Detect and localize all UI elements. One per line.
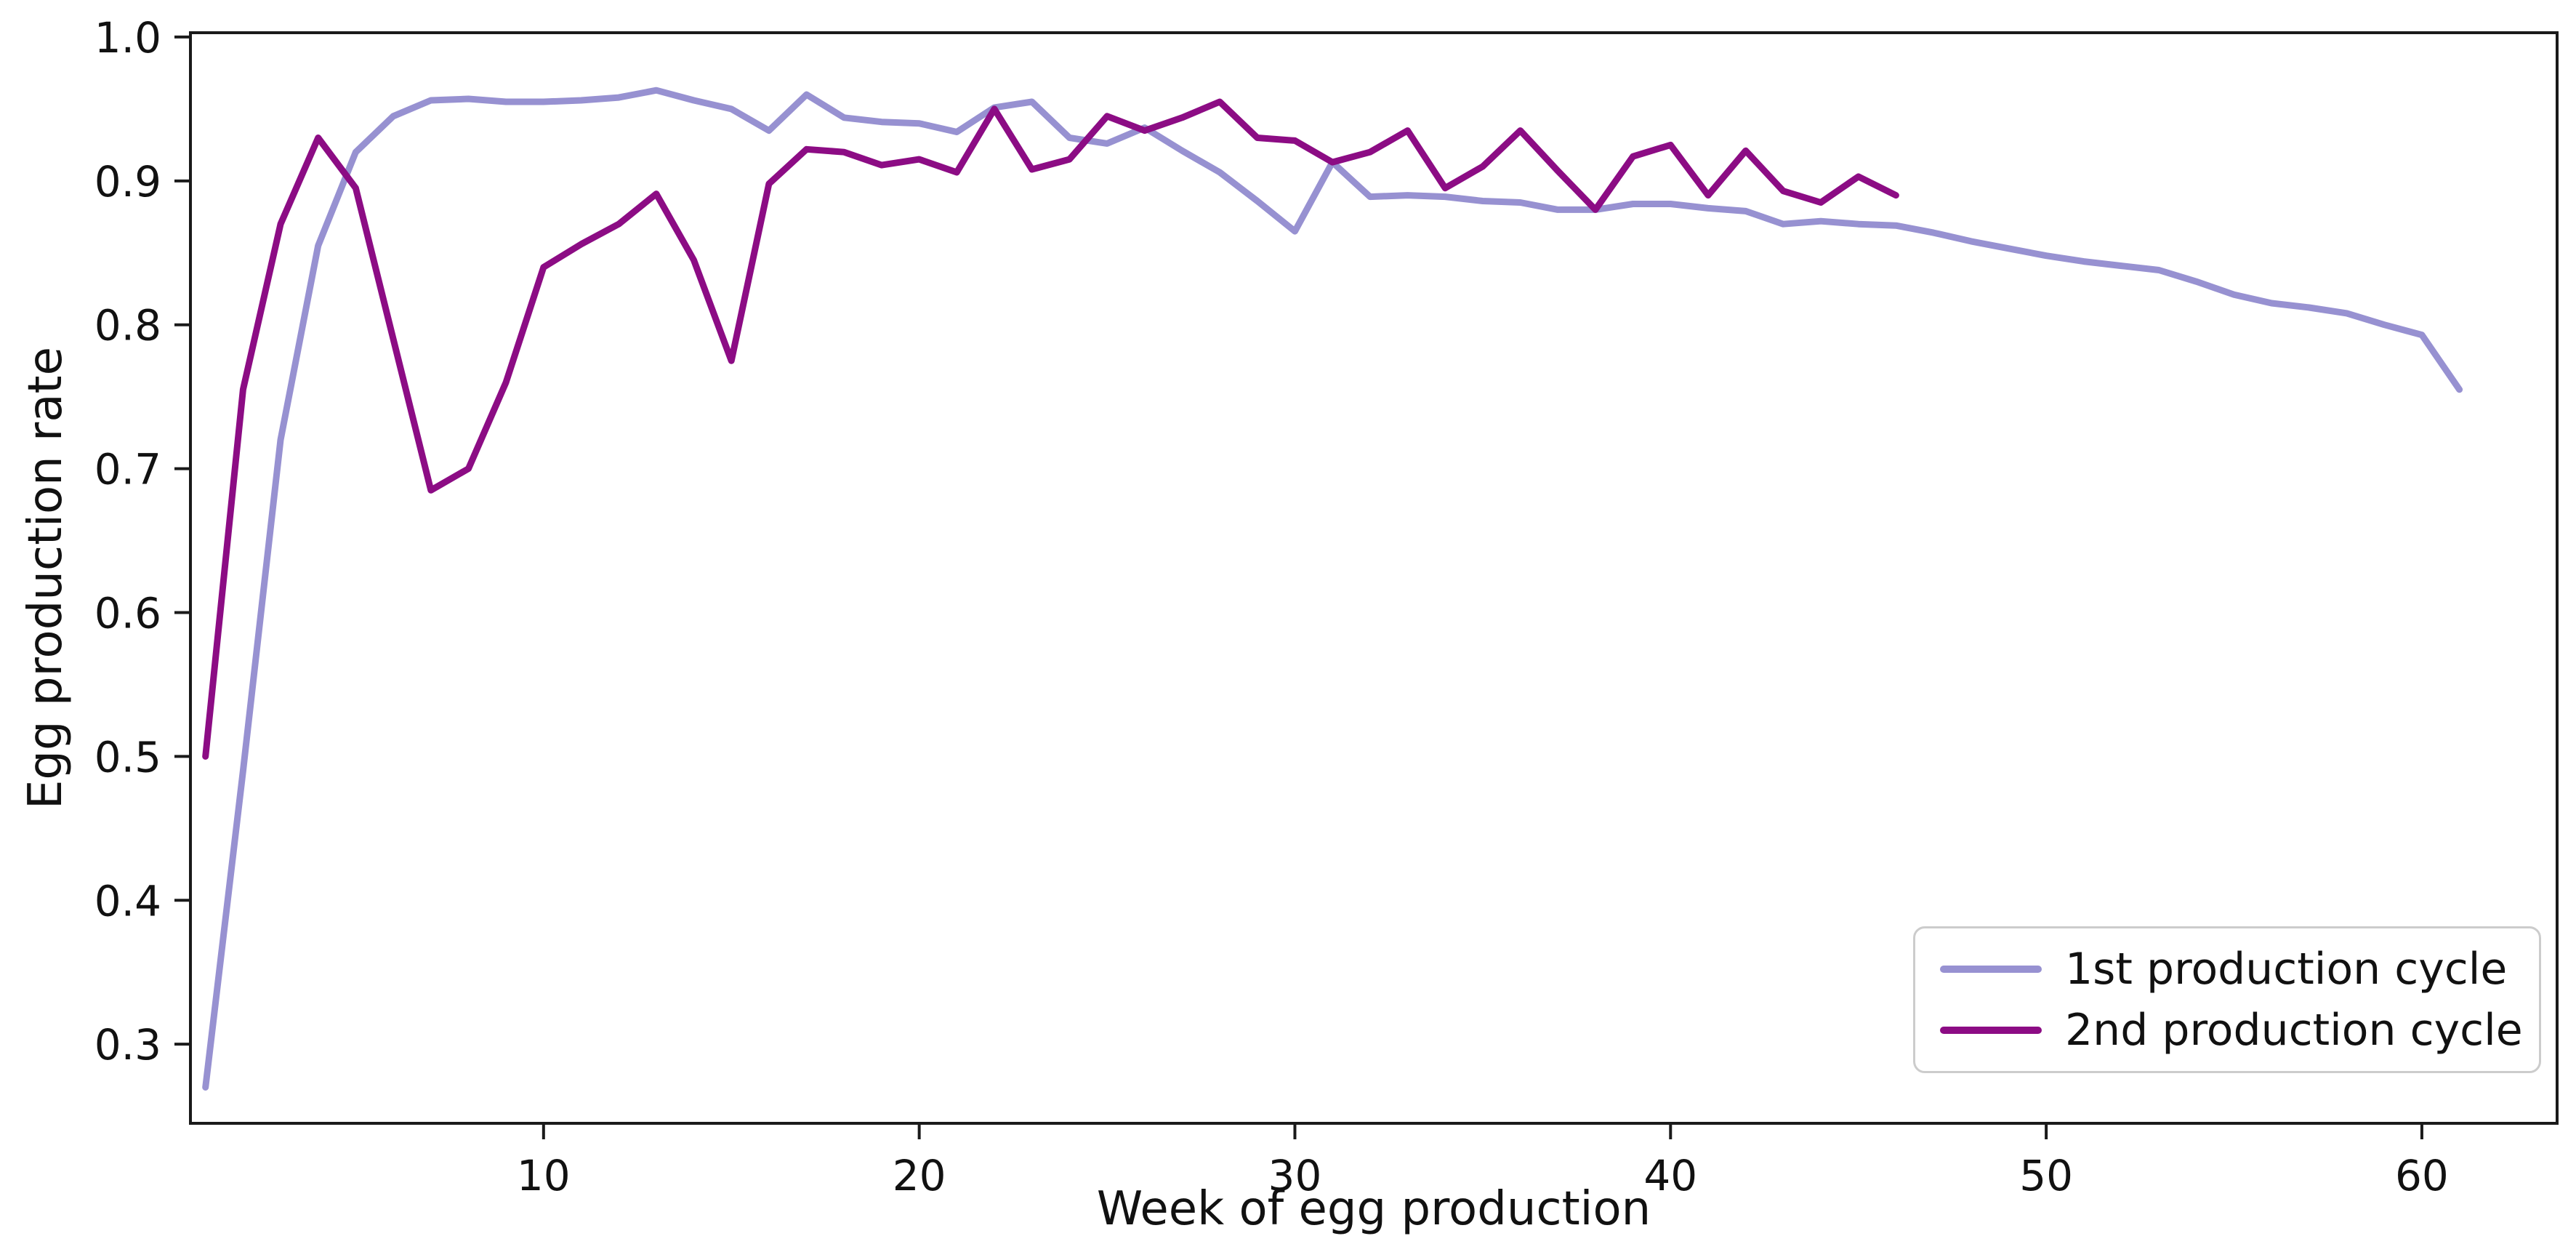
legend-label-cycle1: 1st production cycle xyxy=(2065,944,2508,995)
y-axis-label: Egg production rate xyxy=(19,346,73,810)
series-line-2 xyxy=(202,98,1899,760)
y-tick-label: 0.8 xyxy=(94,301,161,350)
legend-item-cycle2: 2nd production cycle xyxy=(1940,1005,2532,1056)
legend-item-cycle1: 1st production cycle xyxy=(1940,944,2532,995)
x-tick-label: 40 xyxy=(1643,1151,1697,1200)
y-tick-label: 0.6 xyxy=(94,588,161,638)
y-tick-label: 0.3 xyxy=(94,1020,161,1070)
y-tick-label: 0.5 xyxy=(94,732,161,782)
x-tick-label: 60 xyxy=(2395,1151,2449,1200)
x-tick-label: 10 xyxy=(517,1151,571,1200)
x-tick-label: 50 xyxy=(2019,1151,2073,1200)
x-tick-label: 20 xyxy=(893,1151,946,1200)
y-tick-label: 0.9 xyxy=(94,157,161,206)
y-tick-label: 0.4 xyxy=(94,876,161,926)
axes-frame xyxy=(189,31,2559,1125)
legend-line-swatch-cycle1 xyxy=(1940,966,2042,974)
y-tick-label: 0.7 xyxy=(94,445,161,494)
x-axis-label: Week of egg production xyxy=(1096,1182,1651,1236)
y-tick-label: 1.0 xyxy=(94,13,161,63)
legend: 1st production cycle 2nd production cycl… xyxy=(1913,926,2541,1073)
legend-label-cycle2: 2nd production cycle xyxy=(2065,1004,2523,1056)
legend-line-swatch-cycle2 xyxy=(1940,1026,2042,1034)
x-tick-label: 30 xyxy=(1268,1151,1322,1200)
